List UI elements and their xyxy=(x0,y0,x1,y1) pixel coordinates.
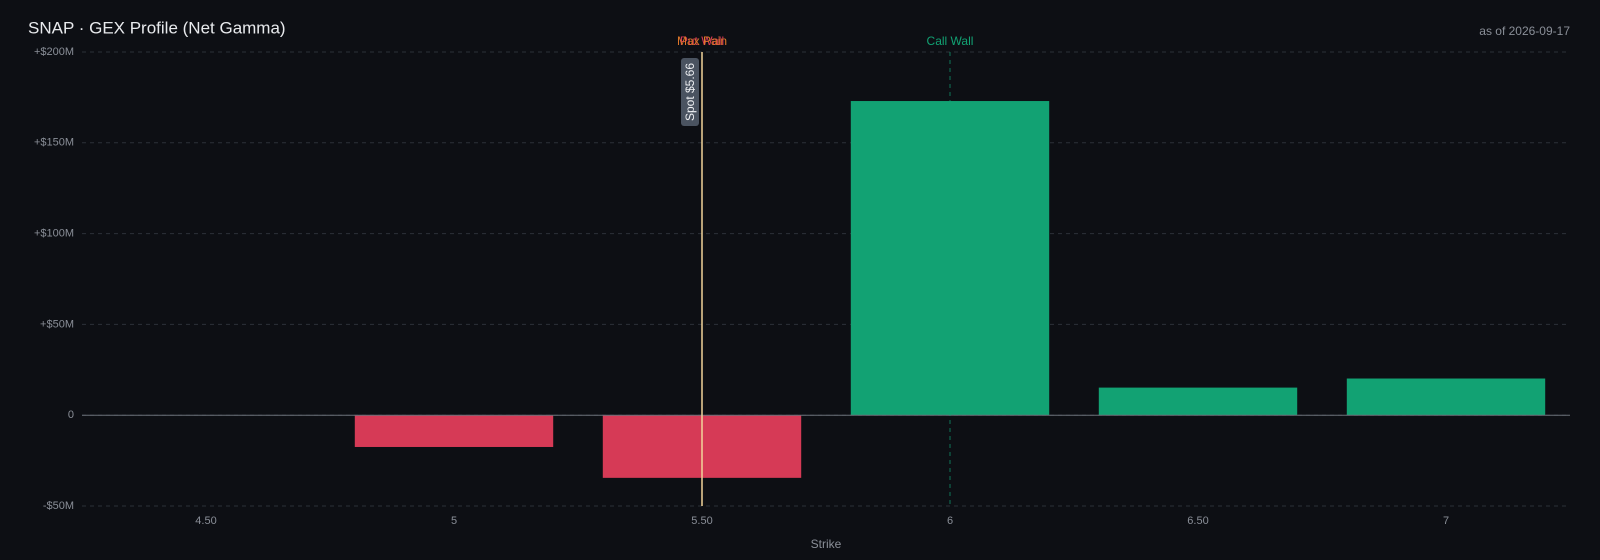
y-tick-label: +$50M xyxy=(40,318,74,330)
x-tick-label: 7 xyxy=(1443,515,1449,527)
spot-label-box xyxy=(681,58,699,126)
spot-label: Spot $5.66 xyxy=(681,58,699,126)
chart-title: SNAP · GEX Profile (Net Gamma) xyxy=(28,18,286,37)
y-tick-label: +$200M xyxy=(34,46,74,58)
spot-label-text: Spot $5.66 xyxy=(683,63,697,121)
chart-subtitle: as of 2026-09-17 xyxy=(1479,24,1570,38)
bar xyxy=(1098,387,1298,416)
y-tick-label: +$100M xyxy=(34,228,74,240)
y-tick-label: -$50M xyxy=(43,500,74,512)
x-tick-label: 5 xyxy=(451,515,457,527)
bar xyxy=(850,101,1050,416)
x-tick-label: 6 xyxy=(947,515,953,527)
x-axis-label: Strike xyxy=(811,537,842,551)
y-tick-label: +$150M xyxy=(34,137,74,149)
x-tick-label: 6.50 xyxy=(1187,515,1208,527)
bar xyxy=(1346,378,1546,416)
bar xyxy=(354,415,554,447)
x-tick-label: 5.50 xyxy=(691,515,712,527)
marker-label: Call Wall xyxy=(927,34,974,48)
marker-label: Put Wall xyxy=(680,34,724,48)
x-tick-label: 4.50 xyxy=(195,515,216,527)
marker-label: Max Pain xyxy=(677,34,727,48)
y-tick-label: 0 xyxy=(68,409,74,421)
